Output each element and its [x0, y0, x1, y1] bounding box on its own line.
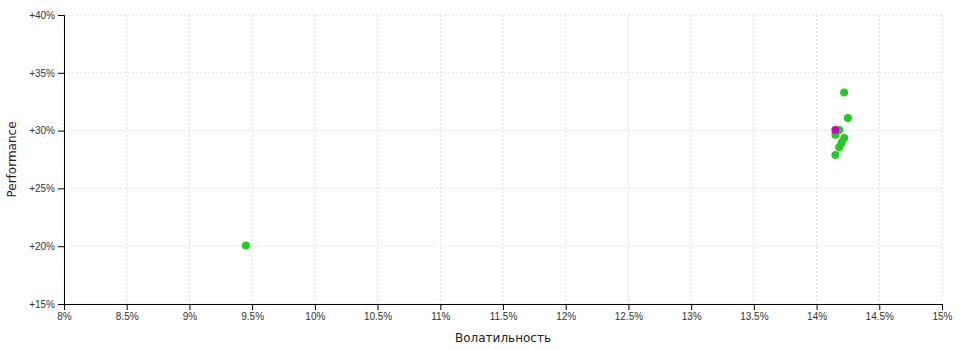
tick: 14.5% [866, 304, 894, 322]
tick-label: 9% [183, 311, 198, 322]
tick-mark [879, 304, 880, 310]
tick-label: 14% [807, 311, 827, 322]
tick: +15% [29, 299, 64, 310]
y-axis-title: Performance [5, 121, 19, 197]
tick-label: 10% [305, 311, 325, 322]
tick: +35% [29, 68, 64, 79]
axis-line [65, 305, 943, 311]
grid-line [64, 188, 942, 189]
x-axis-title: Волатильность [455, 331, 551, 345]
tick-mark [942, 304, 943, 310]
tick-mark [58, 246, 64, 247]
tick: 10% [305, 304, 325, 322]
grid-line [879, 15, 880, 304]
tick: 11.5% [490, 304, 518, 322]
point [835, 143, 843, 151]
tick: 12.5% [615, 304, 643, 322]
marks [242, 88, 852, 249]
tick: 9% [183, 304, 198, 322]
tick: 8.5% [116, 304, 139, 322]
grid [64, 15, 942, 304]
tick: +30% [29, 125, 64, 136]
point [831, 151, 839, 159]
tick-mark [58, 131, 64, 132]
tick: 10.5% [364, 304, 392, 322]
grid-line [252, 15, 253, 304]
grid-line [440, 15, 441, 304]
grid-line [691, 15, 692, 304]
tick: +25% [29, 183, 64, 194]
point [242, 242, 250, 250]
tick-label: +30% [29, 125, 55, 136]
tick-mark [252, 304, 253, 310]
tick-mark [127, 304, 128, 310]
tick-mark [503, 304, 504, 310]
tick-label: 10.5% [364, 311, 392, 322]
grid-line [628, 15, 629, 304]
grid-line [64, 72, 942, 73]
grid-line [126, 15, 127, 304]
tick-label: +15% [29, 299, 55, 310]
tick: 8% [57, 304, 72, 322]
y-axis: +15% +20% +25% +30% +35% +40% [29, 10, 64, 310]
tick-label: 11.5% [490, 311, 518, 322]
grid-line [816, 15, 817, 304]
tick-mark [315, 304, 316, 310]
tick-label: 12% [556, 311, 576, 322]
tick: 13.5% [740, 304, 768, 322]
point [840, 88, 848, 96]
tick-mark [189, 304, 190, 310]
grid-line [503, 15, 504, 304]
tick: 11% [431, 304, 450, 322]
tick-label: 8.5% [116, 311, 139, 322]
tick: 13% [682, 304, 702, 322]
point [831, 126, 839, 134]
tick: 12% [556, 304, 576, 322]
tick-label: 13% [682, 311, 702, 322]
grid-line [64, 246, 942, 247]
tick: 9.5% [241, 304, 264, 322]
grid-line [189, 15, 190, 304]
tick-mark [440, 304, 441, 310]
grid-line [753, 15, 754, 304]
tick-mark [58, 304, 64, 305]
grid-line [64, 130, 942, 131]
tick-label: 11% [431, 311, 450, 322]
tick-mark [628, 304, 629, 310]
plot: 8% 8.5% 9% 9.5% 10% 10.5% 11% 11.5% 12% 12.5% 13% 1… [29, 10, 952, 322]
axis-line [58, 16, 65, 305]
tick-mark [817, 304, 818, 310]
tick: 15% [932, 304, 952, 322]
grid-line [64, 15, 942, 16]
tick-mark [754, 304, 755, 310]
tick-label: +35% [29, 68, 55, 79]
x-axis: 8% 8.5% 9% 9.5% 10% 10.5% 11% 11.5% 12% 12.5% 13% 1… [57, 304, 952, 322]
tick-label: +20% [29, 241, 55, 252]
series [831, 126, 839, 134]
series [242, 88, 852, 249]
tick-mark [58, 188, 64, 189]
tick-mark [691, 304, 692, 310]
grid-line [314, 15, 315, 304]
tick-mark [58, 73, 64, 74]
tick-label: 8% [57, 311, 72, 322]
tick-label: +25% [29, 183, 55, 194]
tick: +40% [29, 10, 64, 21]
grid-line [942, 15, 943, 304]
tick-label: 12.5% [615, 311, 643, 322]
tick-mark [378, 304, 379, 310]
tick-label: 15% [932, 311, 952, 322]
tick: +20% [29, 241, 64, 252]
tick: 14% [807, 304, 827, 322]
tick-label: 14.5% [866, 311, 894, 322]
chart: 8% 8.5% 9% 9.5% 10% 10.5% 11% 11.5% 12% 12.5% 13% 1… [0, 0, 966, 350]
tick-label: +40% [29, 10, 55, 21]
tick-label: 13.5% [740, 311, 768, 322]
tick-mark [58, 15, 64, 16]
tick-label: 9.5% [241, 311, 264, 322]
grid-line [565, 15, 566, 304]
tick-mark [566, 304, 567, 310]
grid-line [377, 15, 378, 304]
point [844, 114, 852, 122]
